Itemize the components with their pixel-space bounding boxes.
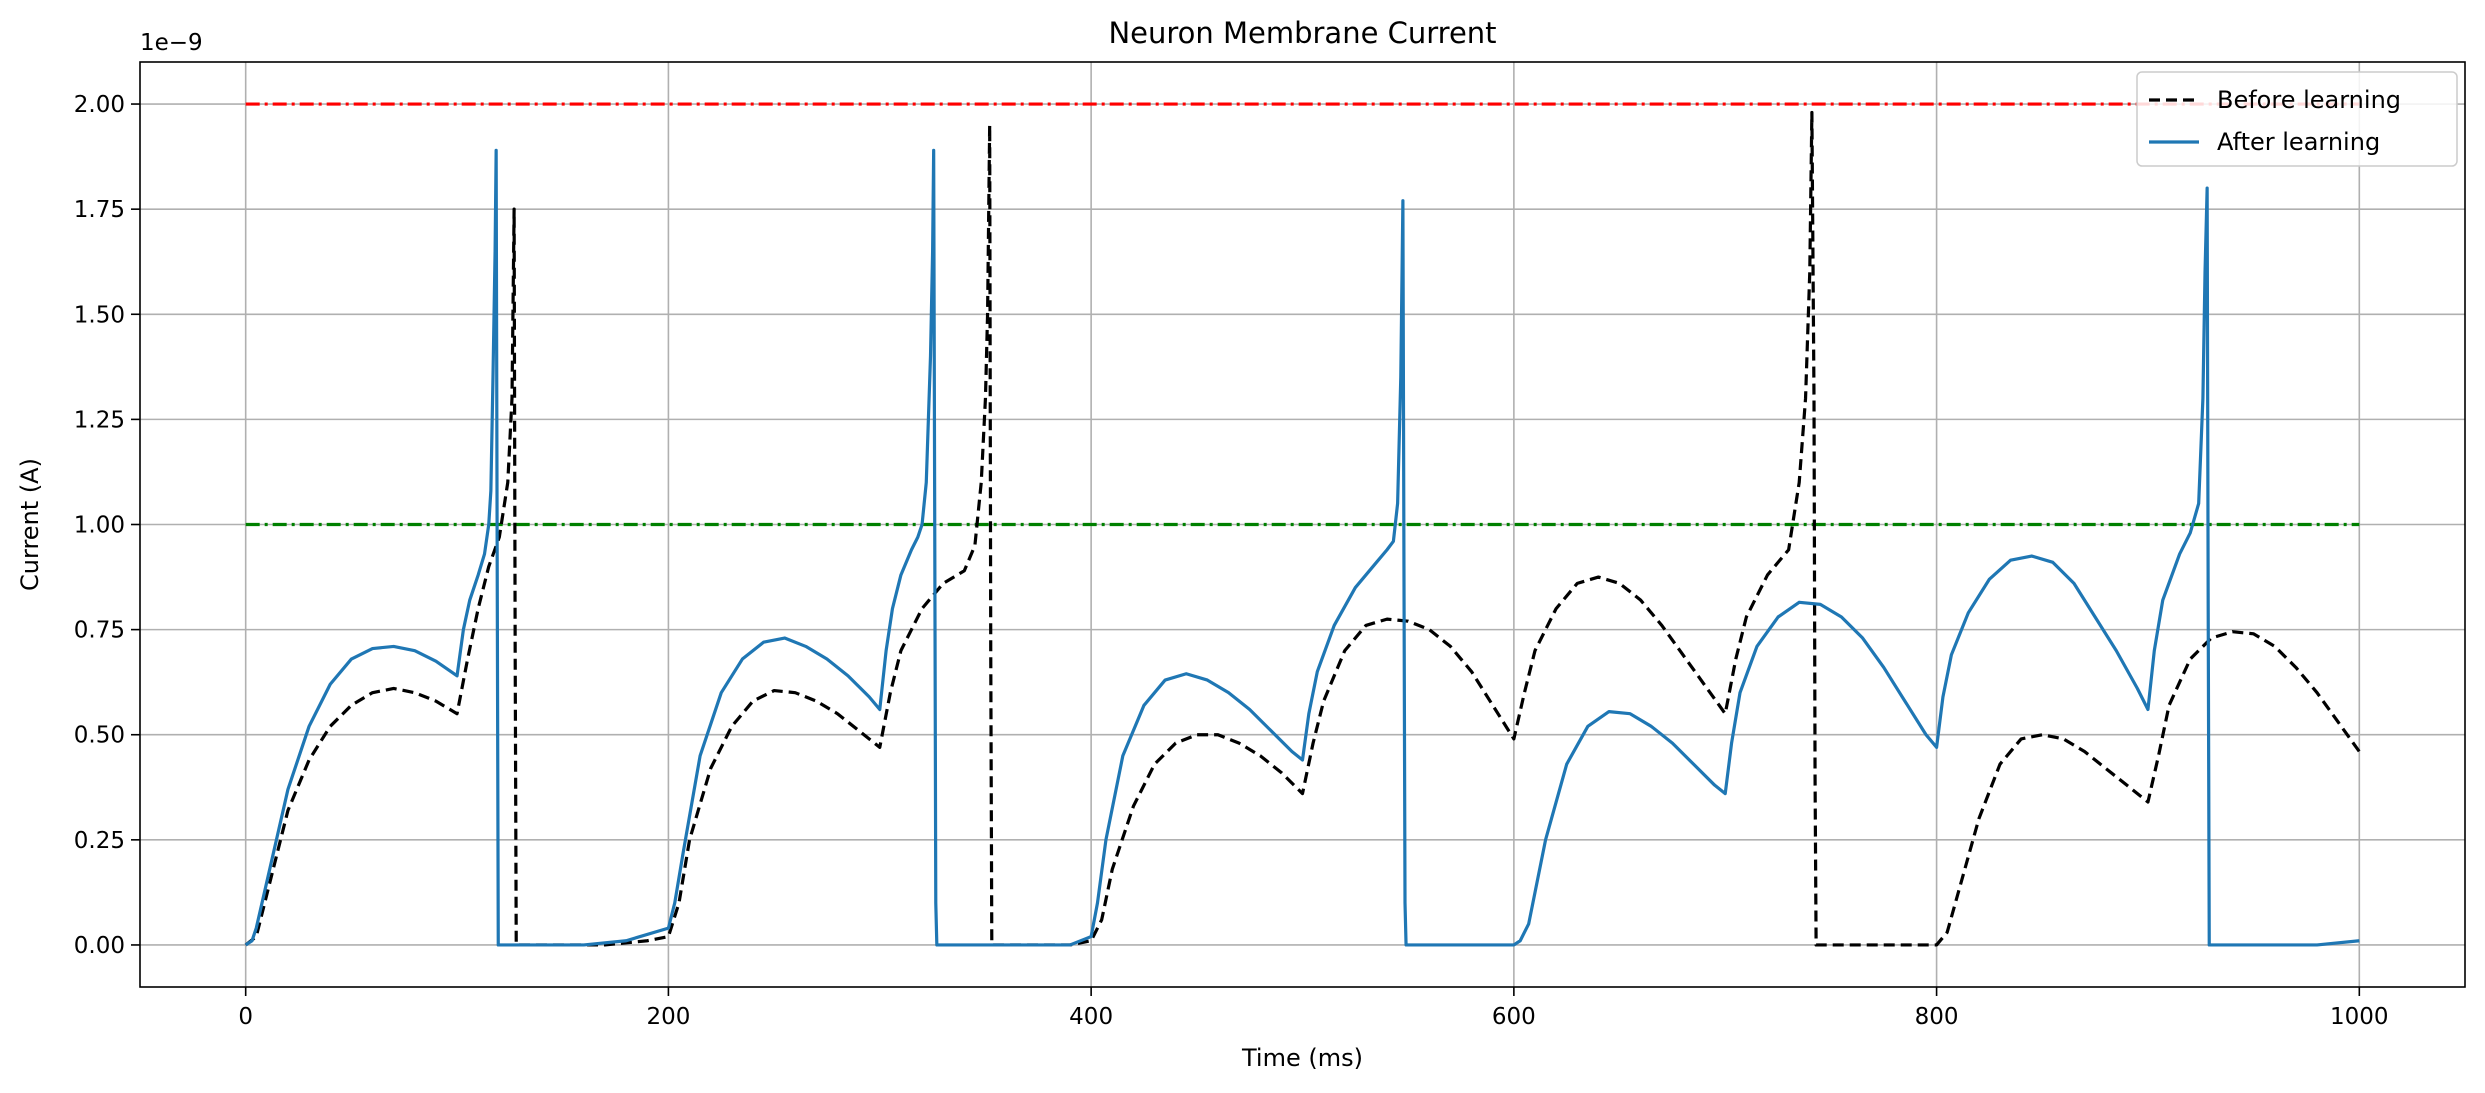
x-tick-label: 200 xyxy=(646,1004,690,1030)
y-tick-label: 1.00 xyxy=(74,513,125,539)
legend: Before learning After learning xyxy=(2136,71,2458,167)
y-tick-label: 0.00 xyxy=(74,933,125,959)
x-tick-label: 400 xyxy=(1069,1004,1113,1030)
legend-label-before-learning: Before learning xyxy=(2217,86,2401,114)
x-tick-label: 0 xyxy=(238,1004,253,1030)
series-line-after-learning xyxy=(244,148,2360,947)
x-tick-label: 1000 xyxy=(2330,1004,2389,1030)
series-line-before-learning xyxy=(244,110,2361,947)
y-tick-label: 0.75 xyxy=(74,618,125,644)
y-tick-label: 2.00 xyxy=(74,92,125,118)
reference-lines xyxy=(245,102,2360,527)
legend-label-after-learning: After learning xyxy=(2217,128,2380,156)
tick-layer: 0 200 400 600 800 1000 0.00 0.25 0.50 0.75 1.00 1.2… xyxy=(74,92,2389,1030)
y-tick-label: 1.75 xyxy=(74,197,125,223)
y-tick-label: 1.50 xyxy=(74,302,125,328)
x-axis-label: Time (ms) xyxy=(1241,1044,1363,1072)
y-tick-label: 1.25 xyxy=(74,407,125,433)
chart-title: Neuron Membrane Current xyxy=(1108,16,1496,50)
y-axis-label: Current (A) xyxy=(16,458,44,591)
x-tick-label: 600 xyxy=(1492,1004,1536,1030)
legend-box xyxy=(2136,71,2458,167)
series-layer xyxy=(244,110,2361,947)
y-tick-label: 0.25 xyxy=(74,828,125,854)
y-tick-label: 0.50 xyxy=(74,723,125,749)
x-tick-label: 800 xyxy=(1915,1004,1959,1030)
y-axis-offset-text: 1e−9 xyxy=(140,30,203,56)
